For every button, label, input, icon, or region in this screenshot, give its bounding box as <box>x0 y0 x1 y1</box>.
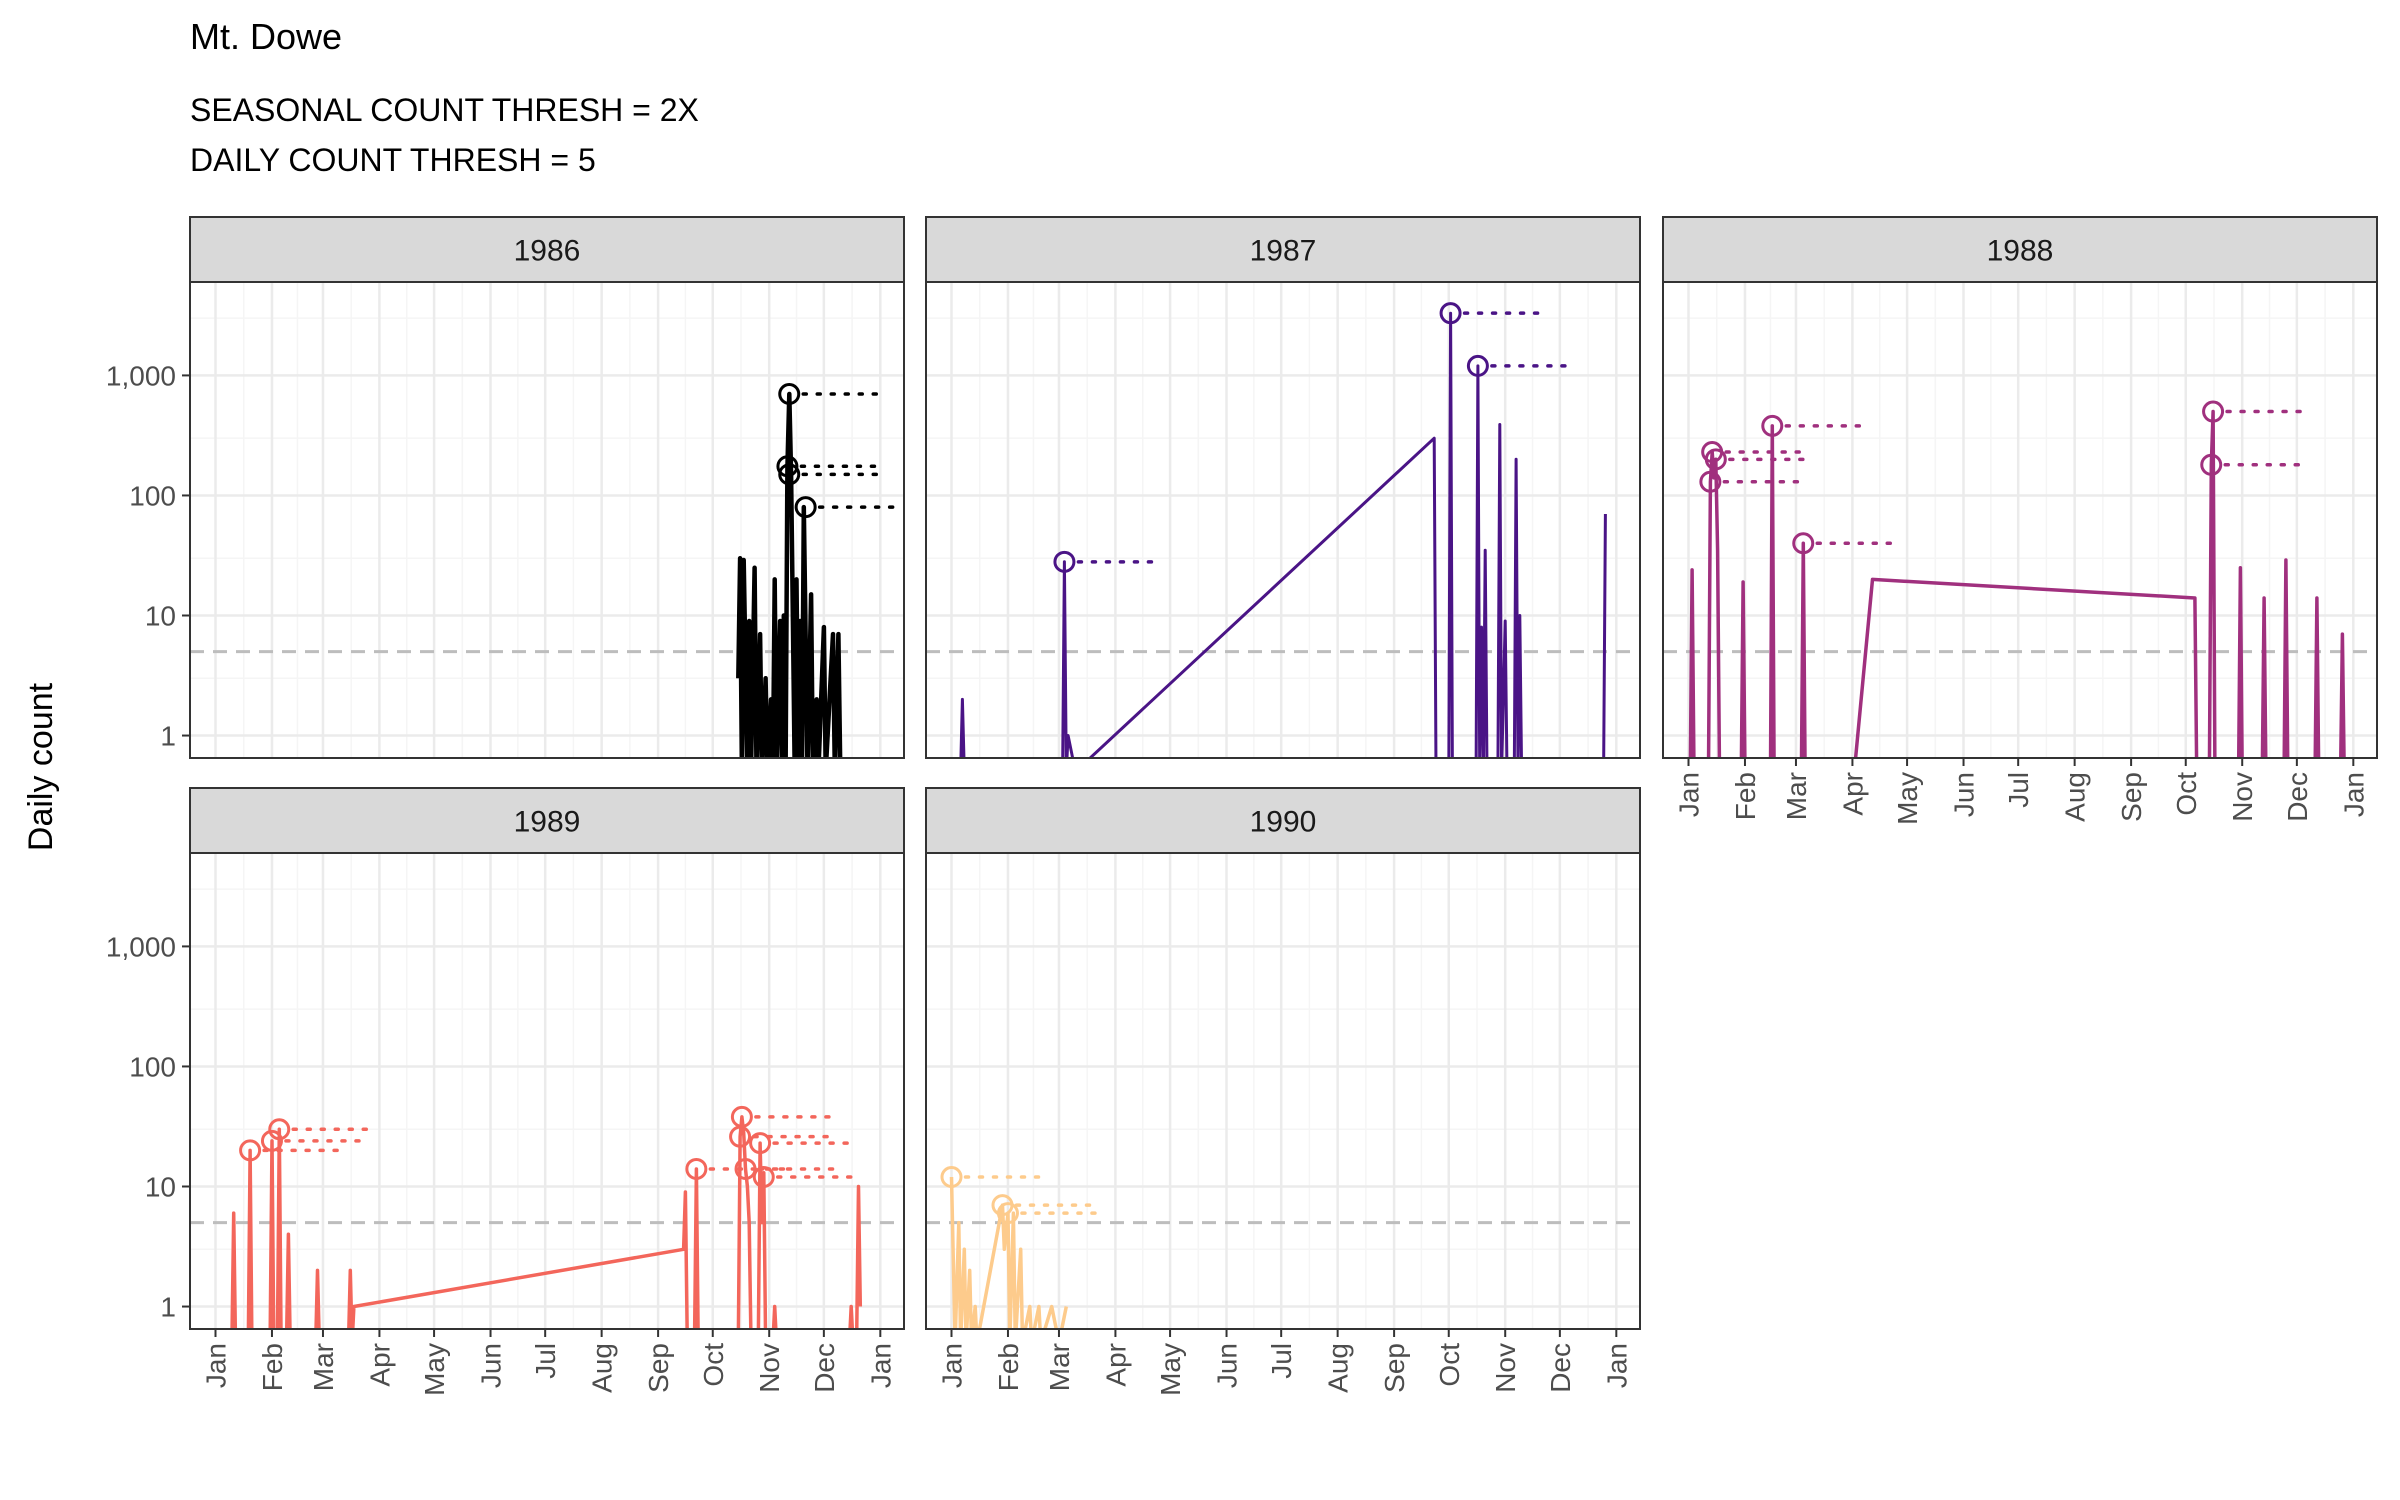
y-tick-label: 100 <box>129 480 176 511</box>
peak-marker <box>940 1165 963 1188</box>
x-tick-label: Nov <box>1490 1343 1521 1393</box>
panel-border <box>1662 281 2378 759</box>
x-tick-label: Mar <box>1044 1343 1075 1391</box>
x-tick-label: Sep <box>2116 772 2147 822</box>
x-tick-label: Feb <box>993 1343 1024 1391</box>
peak-marker <box>734 1157 757 1180</box>
facet-strip-label: 1989 <box>514 806 581 839</box>
y-tick-label: 1,000 <box>106 360 176 391</box>
x-tick-label: Aug <box>1323 1343 1354 1393</box>
facet-strip-label: 1988 <box>1987 235 2054 268</box>
x-tick-label: Jul <box>1266 1343 1297 1379</box>
peak-marker <box>1053 550 1076 573</box>
x-tick-label: Jul <box>530 1343 561 1379</box>
x-tick-label: Dec <box>809 1343 840 1393</box>
x-tick-label: Mar <box>308 1343 339 1391</box>
facet-strip-label: 1990 <box>1250 806 1317 839</box>
peak-marker <box>1792 532 1815 555</box>
x-tick-label: Feb <box>1730 772 1761 820</box>
peak-marker <box>268 1118 291 1141</box>
x-tick-label: Jul <box>2003 772 2034 808</box>
x-tick-label: Jan <box>1674 772 1705 817</box>
y-tick-label: 1 <box>160 1292 176 1323</box>
peak-marker <box>2200 453 2223 476</box>
series-line <box>736 391 843 758</box>
x-tick-label: Jan <box>2338 772 2369 817</box>
panel-border <box>925 281 1641 759</box>
x-tick-label: Jan <box>201 1343 232 1388</box>
peak-marker <box>1699 470 1722 493</box>
y-tick-label: 1 <box>160 721 176 752</box>
facet-strip <box>189 216 905 283</box>
x-tick-label: Feb <box>257 1343 288 1391</box>
chart-title: Mt. Dowe <box>190 16 343 57</box>
peak-marker <box>1761 414 1784 437</box>
peak-marker <box>778 383 801 406</box>
peak-marker <box>239 1139 262 1162</box>
peak-marker <box>260 1129 283 1152</box>
x-tick-label: Jun <box>1212 1343 1243 1388</box>
x-tick-label: Jan <box>865 1343 896 1388</box>
x-tick-label: Aug <box>2060 772 2091 822</box>
peak-marker <box>1439 302 1462 325</box>
x-tick-label: May <box>1155 1343 1186 1396</box>
peak-marker <box>749 1132 772 1155</box>
panel-border <box>925 852 1641 1330</box>
x-tick-label: Oct <box>2171 772 2202 816</box>
x-tick-label: May <box>1892 772 1923 825</box>
peak-marker <box>2202 400 2225 423</box>
peak-marker <box>794 496 817 519</box>
x-tick-label: Apr <box>1837 772 1868 816</box>
x-tick-label: May <box>419 1343 450 1396</box>
x-tick-label: Jan <box>937 1343 968 1388</box>
panel-border <box>189 852 905 1330</box>
x-tick-label: Apr <box>364 1343 395 1387</box>
peak-marker <box>752 1165 775 1188</box>
x-tick-label: Aug <box>587 1343 618 1393</box>
peak-marker <box>996 1202 1019 1225</box>
x-tick-label: Sep <box>1379 1343 1410 1393</box>
panel-border <box>189 281 905 759</box>
facet-strip <box>189 787 905 854</box>
x-tick-label: Oct <box>1434 1343 1465 1387</box>
x-tick-label: Jun <box>476 1343 507 1388</box>
y-tick-label: 1,000 <box>106 931 176 962</box>
x-tick-label: Nov <box>2227 772 2258 822</box>
peak-marker <box>1466 354 1489 377</box>
peak-marker <box>778 463 801 486</box>
peak-marker <box>729 1125 752 1148</box>
series-line <box>959 311 1607 758</box>
x-tick-label: Jun <box>1949 772 1980 817</box>
chart-subtitle-line-2: DAILY COUNT THRESH = 5 <box>190 142 596 178</box>
x-tick-label: Dec <box>2282 772 2313 822</box>
x-tick-label: Nov <box>754 1343 785 1393</box>
x-tick-label: Mar <box>1781 772 1812 820</box>
x-tick-label: Oct <box>698 1343 729 1387</box>
x-tick-label: Sep <box>643 1343 674 1393</box>
y-tick-label: 10 <box>145 600 176 631</box>
chart-subtitle-line-1: SEASONAL COUNT THRESH = 2X <box>190 92 699 128</box>
y-tick-label: 10 <box>145 1171 176 1202</box>
y-tick-label: 100 <box>129 1051 176 1082</box>
x-tick-label: Apr <box>1100 1343 1131 1387</box>
peak-marker <box>1704 448 1727 471</box>
x-tick-label: Dec <box>1545 1343 1576 1393</box>
y-axis-title: Daily count <box>22 682 60 851</box>
facet-strip <box>1662 216 2378 283</box>
peak-marker <box>776 455 799 478</box>
facet-strip <box>925 787 1641 854</box>
facet-strip-label: 1986 <box>514 235 581 268</box>
x-tick-label: Jan <box>1601 1343 1632 1388</box>
peak-marker <box>685 1157 708 1180</box>
facet-strip-label: 1987 <box>1250 235 1317 268</box>
